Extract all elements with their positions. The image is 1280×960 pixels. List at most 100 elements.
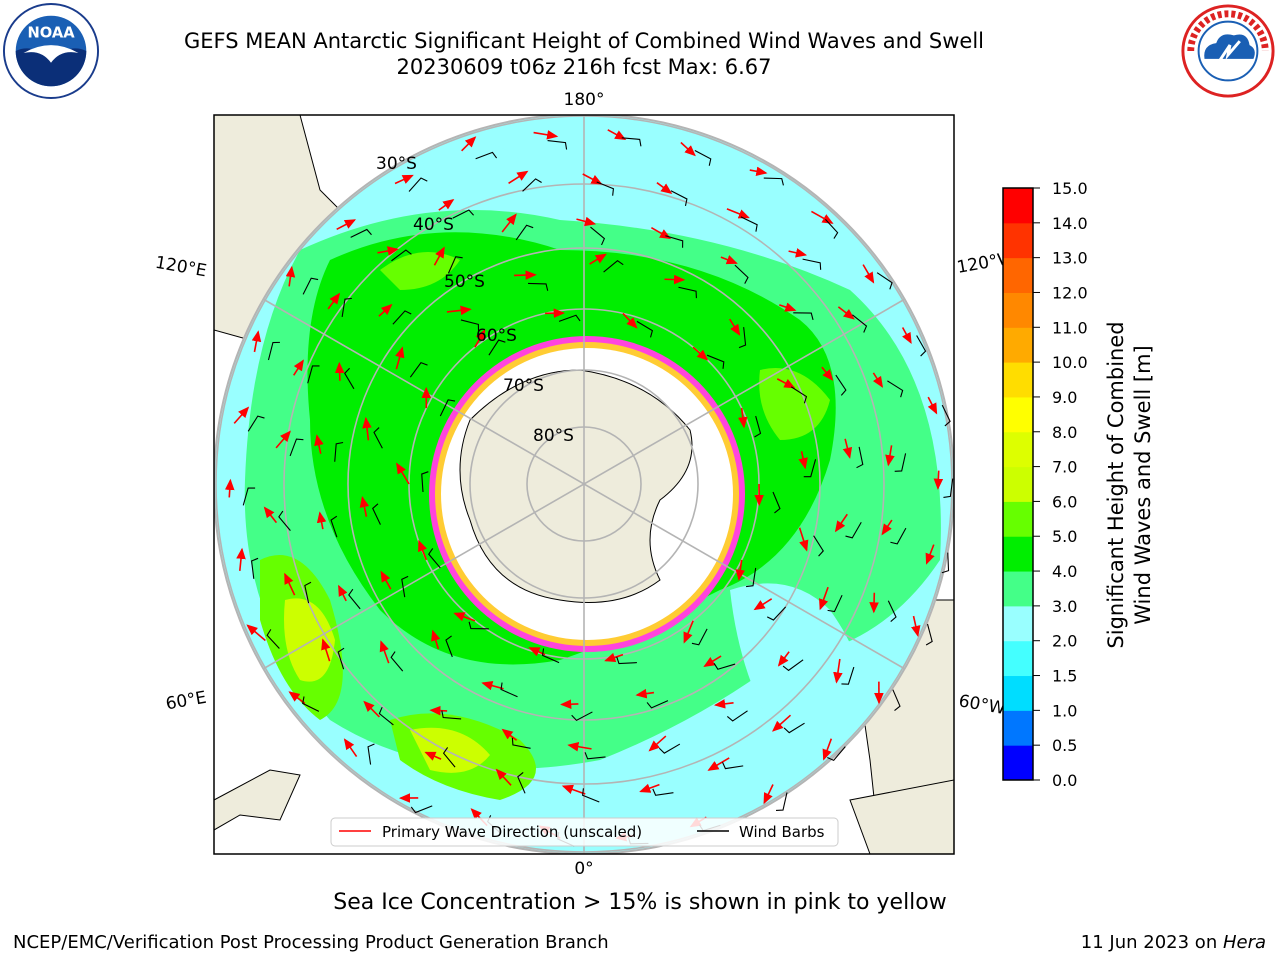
colorbar-tick-label: 15.0	[1052, 179, 1088, 198]
wave-direction-arrow	[514, 270, 537, 280]
colorbar-tick-label: 14.0	[1052, 214, 1088, 233]
wind-barb	[636, 320, 654, 338]
wind-barb	[876, 272, 893, 290]
wind-barb	[289, 438, 304, 457]
wind-barb	[304, 581, 312, 604]
colorbar-label-line1: Significant Height of Combined	[1104, 321, 1128, 648]
wind-barb	[763, 177, 784, 186]
wave-direction-arrow	[461, 136, 477, 152]
wind-barb	[337, 647, 345, 670]
wave-direction-arrow	[288, 691, 306, 705]
wave-direction-arrow	[589, 253, 607, 265]
wind-barb	[783, 722, 805, 734]
wind-barb	[941, 404, 951, 427]
colorbar-swatch	[1003, 675, 1033, 711]
south-africa-landmass	[849, 779, 954, 854]
colorbar-tick-label: 0.0	[1052, 771, 1077, 790]
wind-barb	[665, 235, 684, 248]
wave-direction-arrow	[692, 346, 709, 361]
wave-direction-arrow	[749, 166, 768, 177]
wind-barb	[511, 737, 531, 749]
wave-direction-arrow	[622, 312, 638, 329]
wave-direction-arrow	[395, 346, 405, 370]
wave-direction-arrow	[925, 544, 935, 565]
colorbar-tick-label: 5.0	[1052, 527, 1077, 546]
wave-direction-arrow	[821, 366, 834, 381]
wave-direction-arrow	[380, 570, 392, 590]
colorbar-tick-label: 8.0	[1052, 423, 1077, 442]
wave-direction-arrow	[474, 329, 486, 348]
wind-barb	[827, 746, 846, 762]
colorbar-swatch	[1003, 292, 1033, 328]
wave-direction-arrow	[362, 416, 372, 441]
colorbar-tick-label: 0.5	[1052, 736, 1077, 755]
wave-direction-arrow	[396, 462, 410, 485]
wind-barb	[925, 623, 933, 646]
wind-barb	[392, 310, 412, 325]
wind-barb	[500, 682, 518, 698]
wave-direction-arrow	[833, 658, 843, 684]
wind-barb	[691, 628, 708, 646]
map-frame	[213, 114, 955, 855]
wave-direction-arrow	[433, 246, 445, 266]
wind-barb	[754, 415, 762, 438]
wave-direction-arrow	[501, 213, 517, 233]
wind-barb	[341, 297, 352, 318]
wind-barb	[517, 771, 526, 794]
wind-barb	[428, 548, 441, 569]
wave-direction-arrow	[683, 620, 694, 644]
wave-direction-arrow	[446, 305, 472, 316]
lon-label-60w: 60°W	[957, 691, 1007, 719]
wind-barb	[706, 354, 725, 369]
wave-direction-arrow	[911, 615, 921, 638]
wave-direction-arrow	[798, 527, 809, 552]
wave-direction-arrow	[453, 612, 476, 622]
wind-barb	[722, 761, 744, 770]
wind-barb	[278, 510, 291, 531]
wind-wave-vectors	[224, 129, 954, 847]
wind-barb	[734, 264, 749, 284]
lon-label-60e: 60°E	[164, 688, 208, 715]
nws-logo	[1181, 4, 1275, 98]
wave-direction-arrow	[576, 216, 597, 227]
madagascar-landmass	[214, 769, 301, 831]
wind-barb	[845, 521, 862, 539]
wave-direction-arrow	[343, 738, 358, 758]
wave-direction-arrow	[246, 624, 266, 642]
colorbar-tick-label: 1.0	[1052, 701, 1077, 720]
wind-barb	[442, 747, 456, 768]
wind-barb	[887, 600, 897, 622]
wind-barb	[372, 503, 381, 525]
colorbar-swatch	[1003, 605, 1033, 642]
wind-barb	[334, 441, 344, 462]
wave-direction-arrow	[656, 182, 673, 194]
wind-barb	[746, 567, 757, 588]
lat-label-60s: 60°S	[476, 326, 517, 346]
lon-label-180: 180°	[564, 90, 605, 110]
wind-barb	[694, 149, 712, 166]
colorbar-swatch	[1003, 466, 1033, 502]
wave-direction-arrow	[713, 699, 734, 709]
wind-barb	[528, 282, 549, 291]
wave-direction-arrow	[327, 292, 341, 310]
wave-direction-arrow	[363, 700, 380, 718]
wave-direction-arrow	[316, 511, 327, 530]
wave-direction-arrow	[336, 219, 357, 231]
colorbar-tick-label: 4.0	[1052, 562, 1077, 581]
wave-direction-arrow	[788, 248, 808, 258]
wave-direction-arrow	[263, 506, 278, 524]
wave-direction-arrow	[501, 728, 518, 741]
wave-direction-arrow	[720, 255, 738, 265]
wind-barb	[488, 339, 506, 356]
wave-direction-arrow	[777, 651, 790, 667]
wave-direction-arrow	[424, 751, 442, 761]
lon-label-120e: 120°E	[154, 253, 208, 282]
wind-barb	[813, 535, 824, 557]
wave-direction-arrow	[648, 735, 667, 752]
wind-barb	[373, 427, 383, 449]
wind-barb	[652, 788, 674, 796]
wave-direction-arrow	[933, 470, 944, 490]
wave-direction-arrow	[885, 445, 895, 467]
wind-barb	[596, 181, 615, 196]
wind-barb	[522, 178, 542, 192]
